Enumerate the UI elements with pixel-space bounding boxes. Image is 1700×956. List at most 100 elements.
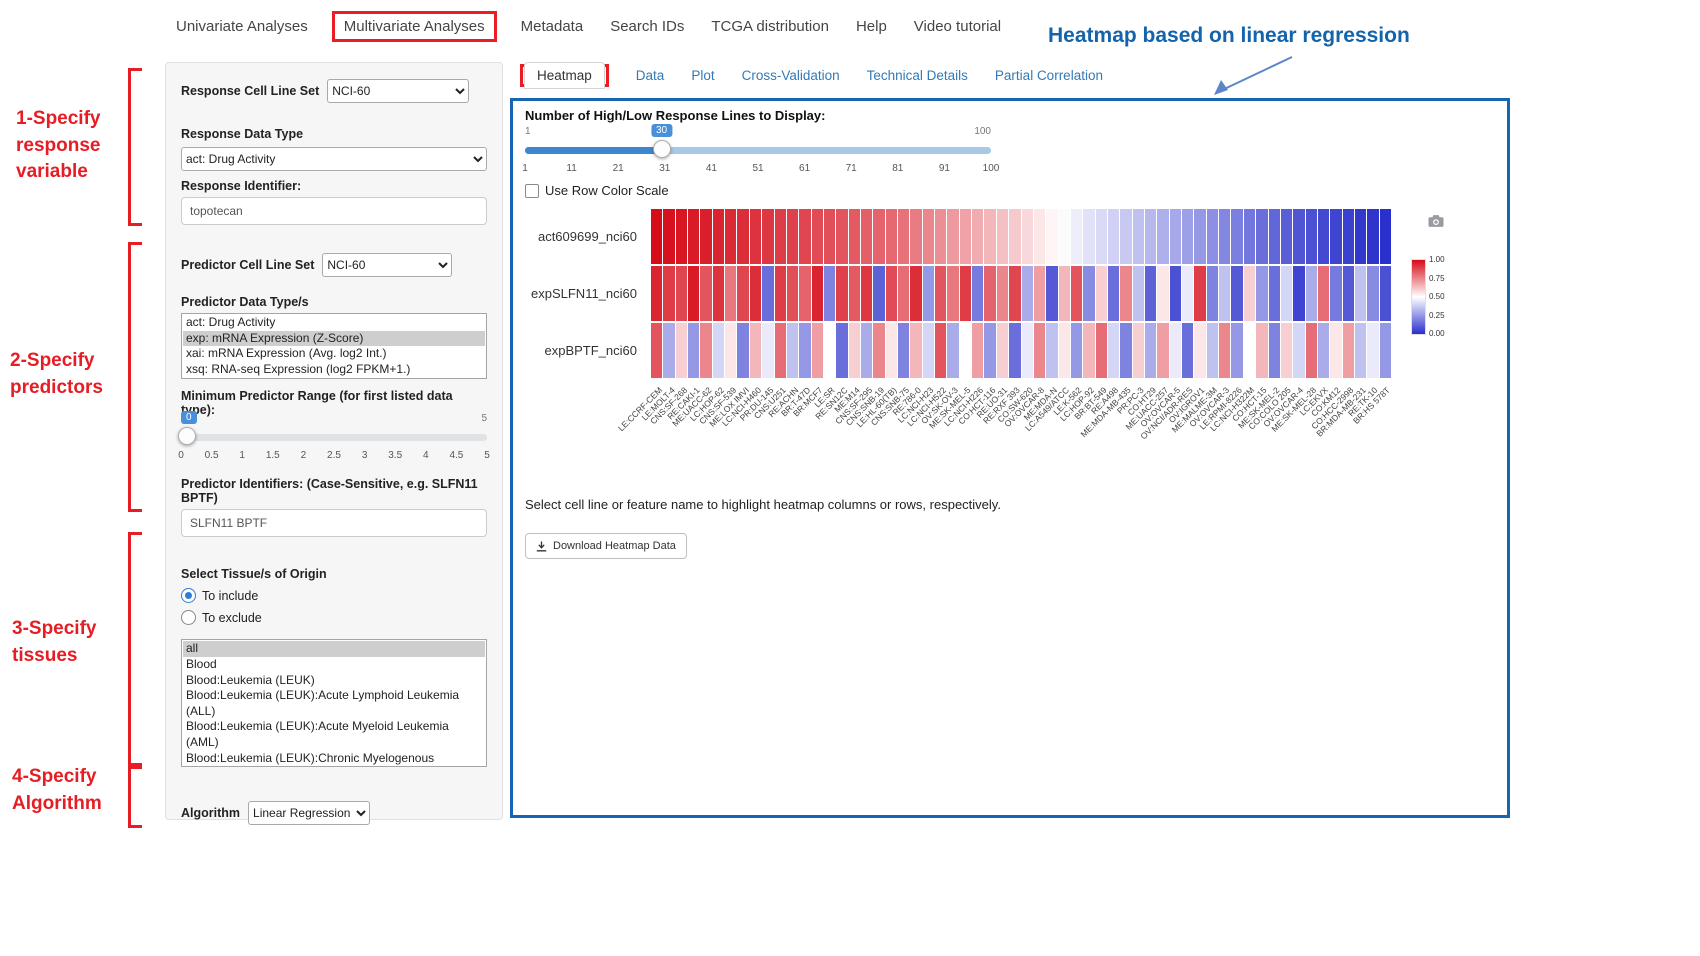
heatmap-cell: [1330, 209, 1342, 264]
slider-track[interactable]: [181, 434, 487, 442]
tab-technical-details[interactable]: Technical Details: [866, 68, 968, 83]
heatmap-cell: [1157, 266, 1169, 321]
annotation-arrow-icon: [1214, 56, 1293, 95]
lines-to-display-slider: 1 100 30 1 11 21 31 41 51 61 71 81 91 100: [522, 124, 999, 182]
tab-data[interactable]: Data: [635, 68, 665, 83]
nav-item-tcga-distribution[interactable]: TCGA distribution: [711, 18, 829, 35]
predictor-identifiers-input[interactable]: [181, 509, 487, 538]
heatmap-cell: [700, 323, 712, 378]
tab-heatmap[interactable]: Heatmap: [524, 62, 605, 89]
heatmap-cell: [1342, 209, 1354, 264]
colorbar-tick-label: 0.25: [1429, 310, 1445, 320]
heatmap-cell: [675, 266, 688, 321]
tissue-include-radio[interactable]: To include: [181, 588, 487, 604]
nav-item-search-ids[interactable]: Search IDs: [610, 18, 685, 35]
heatmap-cell: [1145, 266, 1157, 321]
heatmap-cell: [799, 323, 811, 378]
analysis-settings-sidebar: Response Cell Line Set NCI-60 Response D…: [165, 62, 503, 826]
heatmap-cell: [712, 266, 725, 321]
nav-item-video-tutorial[interactable]: Video tutorial: [913, 18, 1002, 35]
predictor-data-type-option[interactable]: xai: mRNA Expression (Avg. log2 Int.): [186, 346, 387, 361]
heatmap-cell: [1021, 323, 1033, 378]
response-identifier-input[interactable]: [181, 197, 487, 225]
tab-plot[interactable]: Plot: [691, 68, 715, 83]
tab-partial-correlation[interactable]: Partial Correlation: [994, 68, 1103, 83]
use-row-color-scale-checkbox[interactable]: [525, 183, 539, 198]
predictor-data-type-option-selected[interactable]: exp: mRNA Expression (Z-Score): [183, 330, 485, 347]
nav-item-univariate-analyses[interactable]: Univariate Analyses: [176, 18, 308, 35]
heatmap-cell: [898, 209, 910, 264]
download-button-label: Download Heatmap Data: [553, 540, 676, 552]
heatmap-cell: [1083, 323, 1095, 378]
heatmap-cell: [898, 266, 910, 321]
algorithm-select[interactable]: Linear Regression: [248, 801, 371, 826]
lines-to-display-handle[interactable]: [652, 140, 671, 158]
min-predictor-range-label: Minimum Predictor Range (for first liste…: [181, 389, 453, 418]
heatmap-instruction-note: Select cell line or feature name to high…: [525, 497, 1001, 512]
heatmap-cell: [1268, 266, 1280, 321]
annotation-bracket-3: [128, 532, 142, 766]
nav-item-metadata[interactable]: Metadata: [520, 18, 584, 35]
heatmap-cell: [1305, 323, 1317, 378]
slider-tick-label: 91: [938, 163, 950, 174]
heatmap-colorbar: 1.00 0.75 0.50 0.25 0.00: [1411, 255, 1445, 338]
heatmap-cell: [1379, 209, 1391, 264]
slider-tick-label: 4.5: [449, 450, 464, 462]
tissue-option[interactable]: Blood: [186, 656, 217, 671]
min-predictor-range-handle[interactable]: [178, 427, 197, 446]
nav-item-multivariate-analyses[interactable]: Multivariate Analyses: [331, 11, 497, 42]
heatmap-row-label[interactable]: expBPTF_nci60: [544, 343, 638, 358]
heatmap-grid: [651, 209, 1391, 378]
heatmap-cell: [762, 266, 774, 321]
heatmap-cell: [935, 209, 947, 264]
tissue-exclude-radio[interactable]: To exclude: [181, 610, 487, 626]
response-identifier-label: Response Identifier:: [181, 179, 302, 193]
slider-tick-label: 4: [423, 450, 429, 462]
response-data-type-select[interactable]: act: Drug Activity: [181, 147, 487, 171]
use-row-color-scale-row: Use Row Color Scale: [525, 183, 669, 198]
predictor-cell-line-set-select[interactable]: NCI-60: [322, 253, 453, 277]
heatmap-cell: [1231, 209, 1243, 264]
heatmap-cell: [910, 323, 922, 378]
tissue-option[interactable]: Blood:Leukemia (LEUK):Acute Lymphoid Leu…: [186, 688, 460, 718]
response-cell-line-set-select[interactable]: NCI-60: [327, 79, 470, 103]
tab-cross-validation[interactable]: Cross-Validation: [741, 68, 840, 83]
heatmap-cell: [786, 323, 799, 378]
heatmap-cell: [935, 323, 947, 378]
tissue-option[interactable]: Blood:Leukemia (LEUK):Acute Myeloid Leuk…: [186, 719, 449, 749]
tissue-option-selected[interactable]: all: [183, 641, 485, 657]
predictor-data-type-option[interactable]: act: Drug Activity: [186, 315, 276, 329]
heatmap-cell: [873, 266, 885, 321]
heatmap-cell: [762, 209, 774, 264]
heatmap-cell: [774, 209, 786, 264]
heatmap-cell: [1157, 323, 1169, 378]
camera-snapshot-icon[interactable]: [1427, 213, 1445, 228]
colorbar-tick-label: 0.75: [1429, 273, 1445, 283]
slider-value-badge: 30: [650, 124, 673, 137]
heatmap-cell: [984, 209, 996, 264]
heatmap-cell: [1293, 209, 1305, 264]
slider-tick-label: 21: [612, 163, 624, 174]
predictor-data-type-option[interactable]: xsq: RNA-seq Expression (log2 FPKM+1.): [186, 361, 411, 376]
heatmap-cell: [675, 209, 688, 264]
heatmap-row-label[interactable]: act609699_nci60: [537, 229, 637, 244]
slider-track[interactable]: [525, 147, 991, 154]
predictor-identifiers-label: Predictor Identifiers: (Case-Sensitive, …: [181, 477, 478, 506]
heatmap-cell: [860, 266, 873, 321]
heatmap-cell: [651, 323, 663, 378]
slider-tick-label: 5: [484, 450, 490, 462]
heatmap-row-label[interactable]: expSLFN11_nci60: [531, 286, 637, 301]
heatmap-cell: [749, 323, 762, 378]
download-heatmap-data-button[interactable]: Download Heatmap Data: [525, 533, 687, 559]
nav-item-help[interactable]: Help: [855, 18, 887, 35]
heatmap-cell: [885, 266, 897, 321]
heatmap-cell: [663, 266, 675, 321]
heatmap-cell: [996, 209, 1009, 264]
heatmap-cell: [1070, 266, 1083, 321]
tissue-option[interactable]: Blood:Leukemia (LEUK):Chronic Myelogenou…: [186, 750, 435, 767]
heatmap-cell: [811, 266, 823, 321]
heatmap-cell: [651, 209, 663, 264]
slider-tick-label: 3.5: [388, 450, 403, 462]
tissue-option[interactable]: Blood:Leukemia (LEUK): [186, 672, 315, 687]
heatmap-cell: [1009, 209, 1021, 264]
